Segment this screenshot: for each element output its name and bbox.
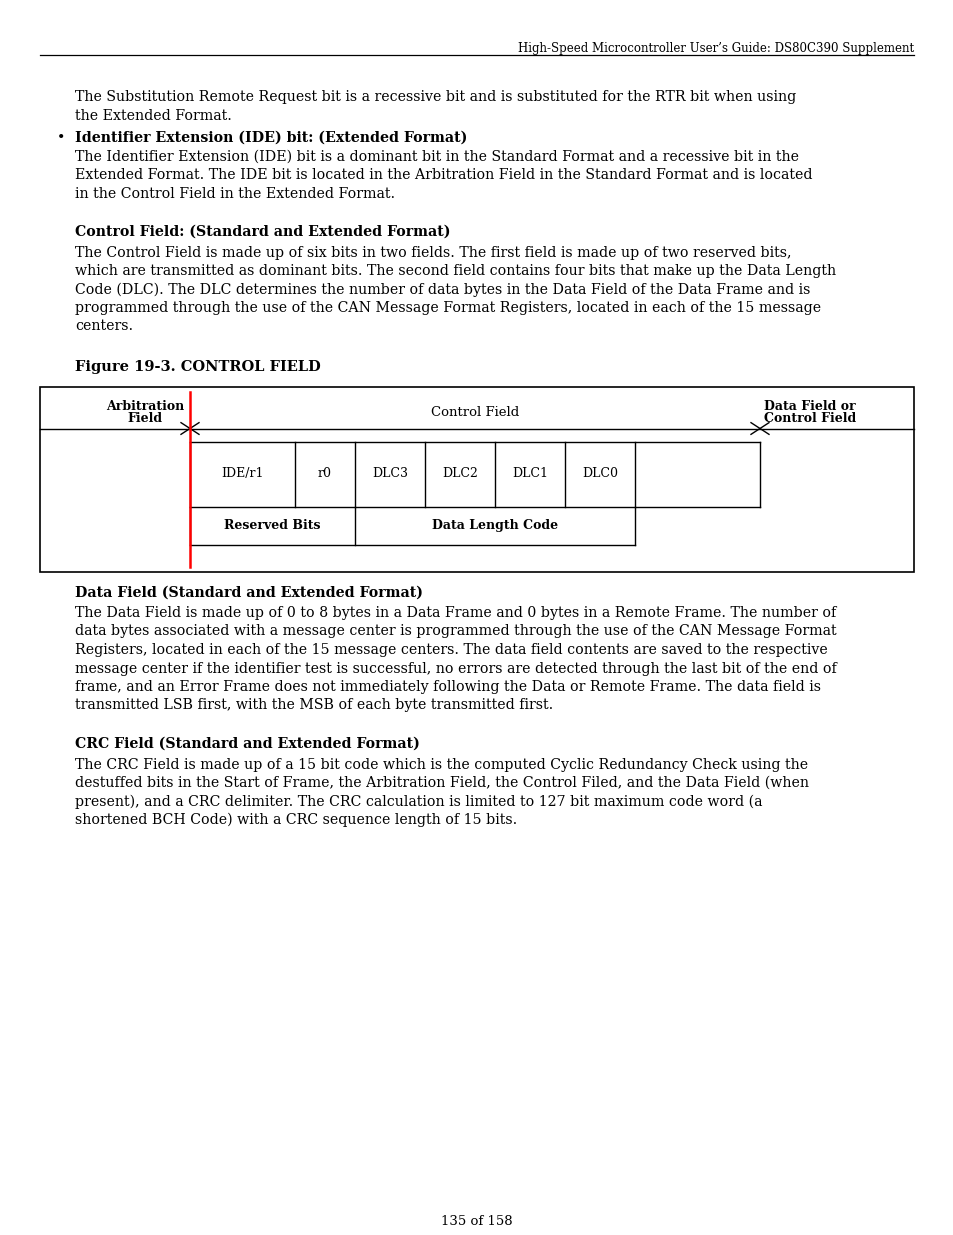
Text: Reserved Bits: Reserved Bits <box>224 519 320 532</box>
Text: The Substitution Remote Request bit is a recessive bit and is substituted for th: The Substitution Remote Request bit is a… <box>75 90 796 104</box>
Text: The Identifier Extension (IDE) bit is a dominant bit in the Standard Format and : The Identifier Extension (IDE) bit is a … <box>75 149 799 163</box>
Text: message center if the identifier test is successful, no errors are detected thro: message center if the identifier test is… <box>75 662 836 676</box>
Text: data bytes associated with a message center is programmed through the use of the: data bytes associated with a message cen… <box>75 625 836 638</box>
Text: DLC0: DLC0 <box>581 467 618 480</box>
Text: destuffed bits in the Start of Frame, the Arbitration Field, the Control Filed, : destuffed bits in the Start of Frame, th… <box>75 776 808 790</box>
Text: Code (DLC). The DLC determines the number of data bytes in the Data Field of the: Code (DLC). The DLC determines the numbe… <box>75 283 809 296</box>
Text: The Control Field is made up of six bits in two fields. The first field is made : The Control Field is made up of six bits… <box>75 246 791 259</box>
Text: programmed through the use of the CAN Message Format Registers, located in each : programmed through the use of the CAN Me… <box>75 301 821 315</box>
Text: High-Speed Microcontroller User’s Guide: DS80C390 Supplement: High-Speed Microcontroller User’s Guide:… <box>517 42 913 56</box>
Text: IDE/r1: IDE/r1 <box>221 467 263 480</box>
Text: The CRC Field is made up of a 15 bit code which is the computed Cyclic Redundanc: The CRC Field is made up of a 15 bit cod… <box>75 757 807 772</box>
Text: Data Length Code: Data Length Code <box>432 519 558 532</box>
Text: r0: r0 <box>317 467 332 480</box>
Text: Data Field (Standard and Extended Format): Data Field (Standard and Extended Format… <box>75 585 422 599</box>
Text: Control Field: (Standard and Extended Format): Control Field: (Standard and Extended Fo… <box>75 225 450 240</box>
Text: Identifier Extension (IDE) bit: (Extended Format): Identifier Extension (IDE) bit: (Extende… <box>75 131 467 144</box>
Text: centers.: centers. <box>75 320 133 333</box>
Text: DLC1: DLC1 <box>512 467 547 480</box>
Text: The Data Field is made up of 0 to 8 bytes in a Data Frame and 0 bytes in a Remot: The Data Field is made up of 0 to 8 byte… <box>75 606 836 620</box>
Text: in the Control Field in the Extended Format.: in the Control Field in the Extended For… <box>75 186 395 200</box>
Text: transmitted LSB first, with the MSB of each byte transmitted first.: transmitted LSB first, with the MSB of e… <box>75 699 553 713</box>
Text: Extended Format. The IDE bit is located in the Arbitration Field in the Standard: Extended Format. The IDE bit is located … <box>75 168 812 182</box>
Bar <box>40 387 913 572</box>
Text: Data Field or: Data Field or <box>763 399 855 412</box>
Text: shortened BCH Code) with a CRC sequence length of 15 bits.: shortened BCH Code) with a CRC sequence … <box>75 813 517 827</box>
Text: Field: Field <box>128 412 162 426</box>
Text: Arbitration: Arbitration <box>106 399 184 412</box>
Text: Control Field: Control Field <box>763 412 855 426</box>
Text: Figure 19-3. CONTROL FIELD: Figure 19-3. CONTROL FIELD <box>75 359 320 374</box>
Text: which are transmitted as dominant bits. The second field contains four bits that: which are transmitted as dominant bits. … <box>75 264 835 278</box>
Text: the Extended Format.: the Extended Format. <box>75 109 232 122</box>
Text: DLC3: DLC3 <box>372 467 408 480</box>
Text: DLC2: DLC2 <box>441 467 477 480</box>
Text: 135 of 158: 135 of 158 <box>440 1215 513 1228</box>
Text: •: • <box>57 131 66 144</box>
Text: Control Field: Control Field <box>431 405 518 419</box>
Text: Registers, located in each of the 15 message centers. The data field contents ar: Registers, located in each of the 15 mes… <box>75 643 827 657</box>
Text: frame, and an Error Frame does not immediately following the Data or Remote Fram: frame, and an Error Frame does not immed… <box>75 680 821 694</box>
Text: present), and a CRC delimiter. The CRC calculation is limited to 127 bit maximum: present), and a CRC delimiter. The CRC c… <box>75 794 761 809</box>
Text: CRC Field (Standard and Extended Format): CRC Field (Standard and Extended Format) <box>75 737 419 751</box>
